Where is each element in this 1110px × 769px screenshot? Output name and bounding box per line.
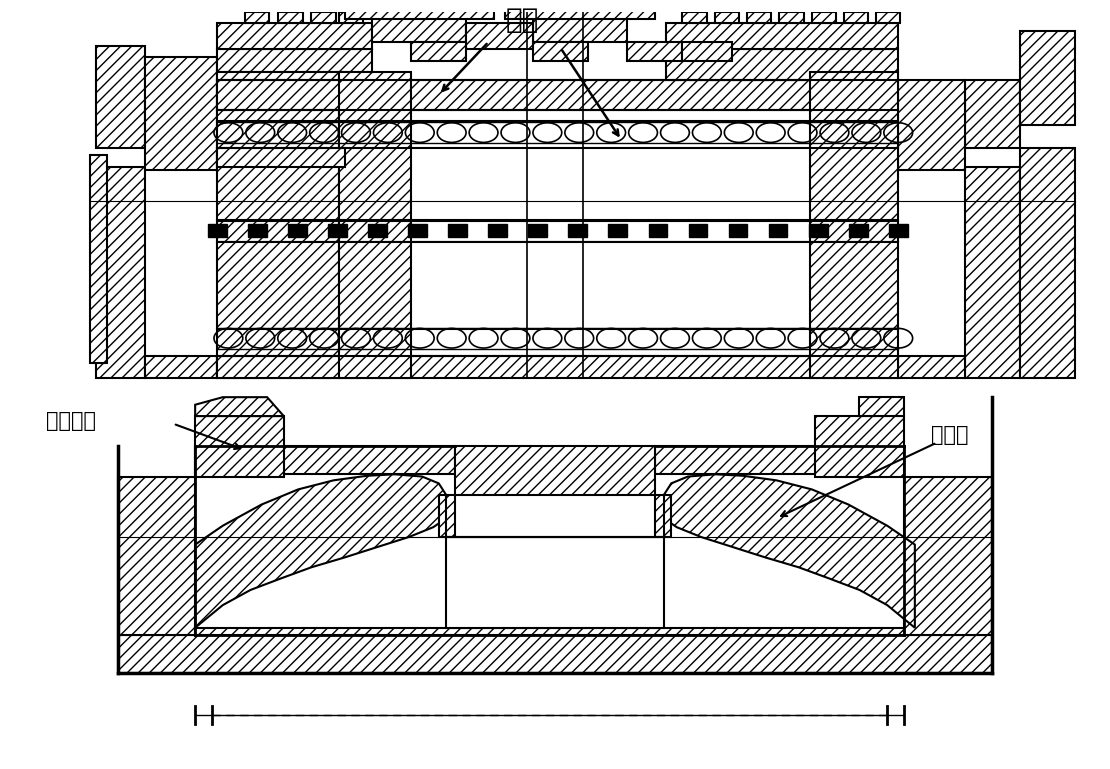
Polygon shape bbox=[446, 537, 664, 628]
Polygon shape bbox=[218, 148, 344, 167]
Polygon shape bbox=[218, 355, 898, 378]
Polygon shape bbox=[195, 628, 904, 635]
Polygon shape bbox=[95, 45, 145, 148]
Polygon shape bbox=[312, 12, 335, 23]
Polygon shape bbox=[195, 446, 455, 474]
Polygon shape bbox=[455, 446, 655, 495]
Polygon shape bbox=[95, 167, 145, 378]
Polygon shape bbox=[411, 42, 466, 61]
Polygon shape bbox=[438, 495, 455, 537]
Polygon shape bbox=[195, 397, 284, 416]
Polygon shape bbox=[344, 4, 494, 19]
Polygon shape bbox=[118, 635, 992, 673]
Polygon shape bbox=[372, 4, 466, 42]
Polygon shape bbox=[876, 12, 900, 23]
Polygon shape bbox=[965, 80, 1020, 148]
Polygon shape bbox=[904, 477, 992, 635]
Polygon shape bbox=[655, 495, 672, 537]
Polygon shape bbox=[844, 12, 868, 23]
Polygon shape bbox=[245, 12, 270, 23]
Polygon shape bbox=[533, 4, 627, 42]
Polygon shape bbox=[279, 12, 303, 23]
Polygon shape bbox=[898, 355, 965, 378]
Polygon shape bbox=[965, 167, 1020, 378]
Polygon shape bbox=[505, 4, 655, 19]
Polygon shape bbox=[747, 12, 771, 23]
Polygon shape bbox=[811, 12, 836, 23]
Polygon shape bbox=[118, 477, 195, 635]
Polygon shape bbox=[859, 397, 904, 416]
Polygon shape bbox=[627, 42, 683, 61]
Text: 叶轮: 叶轮 bbox=[505, 6, 538, 35]
Polygon shape bbox=[898, 80, 965, 171]
Polygon shape bbox=[218, 23, 372, 49]
Polygon shape bbox=[664, 474, 915, 628]
Polygon shape bbox=[90, 155, 107, 363]
Polygon shape bbox=[218, 49, 372, 72]
Text: 间隙流道: 间隙流道 bbox=[46, 411, 95, 431]
Polygon shape bbox=[195, 474, 446, 628]
Polygon shape bbox=[655, 446, 904, 474]
Polygon shape bbox=[666, 23, 898, 49]
Polygon shape bbox=[683, 42, 733, 61]
Polygon shape bbox=[145, 57, 218, 171]
Polygon shape bbox=[683, 12, 707, 23]
Polygon shape bbox=[195, 416, 284, 477]
Polygon shape bbox=[815, 416, 904, 477]
Polygon shape bbox=[339, 72, 411, 378]
Polygon shape bbox=[339, 12, 363, 23]
Polygon shape bbox=[533, 42, 588, 61]
Polygon shape bbox=[1020, 148, 1076, 378]
Polygon shape bbox=[218, 72, 339, 378]
Polygon shape bbox=[666, 49, 898, 80]
Polygon shape bbox=[466, 23, 533, 49]
Polygon shape bbox=[809, 72, 898, 378]
Polygon shape bbox=[779, 12, 804, 23]
Polygon shape bbox=[145, 355, 218, 378]
Text: 主流道: 主流道 bbox=[931, 425, 969, 445]
Polygon shape bbox=[1020, 31, 1076, 125]
Polygon shape bbox=[715, 12, 739, 23]
Polygon shape bbox=[218, 80, 898, 110]
